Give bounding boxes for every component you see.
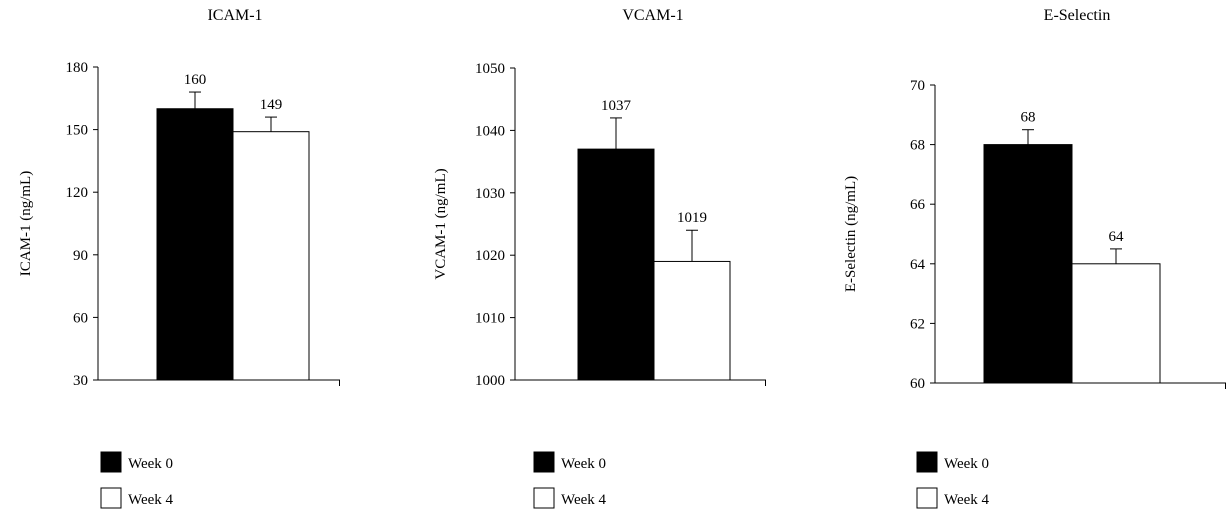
data-label: 1037	[601, 98, 632, 114]
bar-week-4	[1071, 263, 1161, 384]
y-tick-label: 90	[73, 248, 88, 264]
legend-swatch	[916, 451, 938, 473]
chart-title: VCAM-1	[622, 7, 683, 24]
legend-label: Week 4	[944, 492, 990, 508]
chart-title: E-Selectin	[1044, 7, 1111, 24]
y-axis-label: ICAM-1 (ng/mL)	[18, 171, 34, 276]
bar-week-4	[653, 260, 731, 381]
data-label: 160	[184, 72, 207, 88]
y-tick-label: 1050	[475, 61, 505, 77]
legend-swatch	[100, 487, 122, 509]
bar-week-0	[156, 108, 234, 381]
bar-week-4	[232, 131, 310, 381]
data-label: 68	[1021, 110, 1036, 126]
legend-swatch	[533, 487, 555, 509]
y-axis-label: E-Selectin (ng/mL)	[843, 176, 859, 292]
bar-week-0	[983, 144, 1073, 384]
legend-swatch	[533, 451, 555, 473]
legend-label: Week 4	[128, 492, 174, 508]
y-tick-label: 1030	[475, 186, 505, 202]
legend-label: Week 4	[561, 492, 607, 508]
y-tick-label: 180	[66, 60, 89, 76]
legend-swatch	[916, 487, 938, 509]
legend-label: Week 0	[561, 456, 606, 472]
y-tick-label: 68	[910, 138, 925, 154]
chart-panel: ICAM-1 ICAM-1 (ng/mL) 30 60 90 120 150 180 160 14…	[18, 7, 340, 509]
y-tick-label: 64	[910, 257, 926, 273]
y-tick-label: 60	[910, 376, 925, 392]
y-axis-label: VCAM-1 (ng/mL)	[433, 168, 449, 279]
y-tick-label: 66	[910, 197, 926, 213]
chart-title: ICAM-1	[207, 7, 262, 24]
chart-panel: VCAM-1 VCAM-1 (ng/mL) 1000 1010 1020 1030 1040…	[433, 7, 766, 509]
y-tick-label: 1010	[475, 311, 505, 327]
data-label: 149	[260, 97, 283, 113]
legend-swatch	[100, 451, 122, 473]
data-label: 1019	[677, 210, 707, 226]
y-tick-label: 60	[73, 310, 88, 326]
chart-panel: E-Selectin E-Selectin (ng/mL) 60 62 64 66 68 70…	[843, 7, 1226, 509]
y-tick-label: 1000	[475, 373, 505, 389]
y-tick-label: 150	[66, 123, 89, 139]
y-tick-label: 1020	[475, 248, 505, 264]
legend-label: Week 0	[944, 456, 989, 472]
bar-week-0	[577, 148, 655, 381]
y-tick-label: 62	[910, 316, 925, 332]
y-tick-label: 70	[910, 78, 925, 94]
data-label: 64	[1109, 229, 1125, 245]
legend-label: Week 0	[128, 456, 173, 472]
y-tick-label: 30	[73, 373, 88, 389]
y-tick-label: 120	[66, 185, 89, 201]
y-tick-label: 1040	[475, 123, 505, 139]
